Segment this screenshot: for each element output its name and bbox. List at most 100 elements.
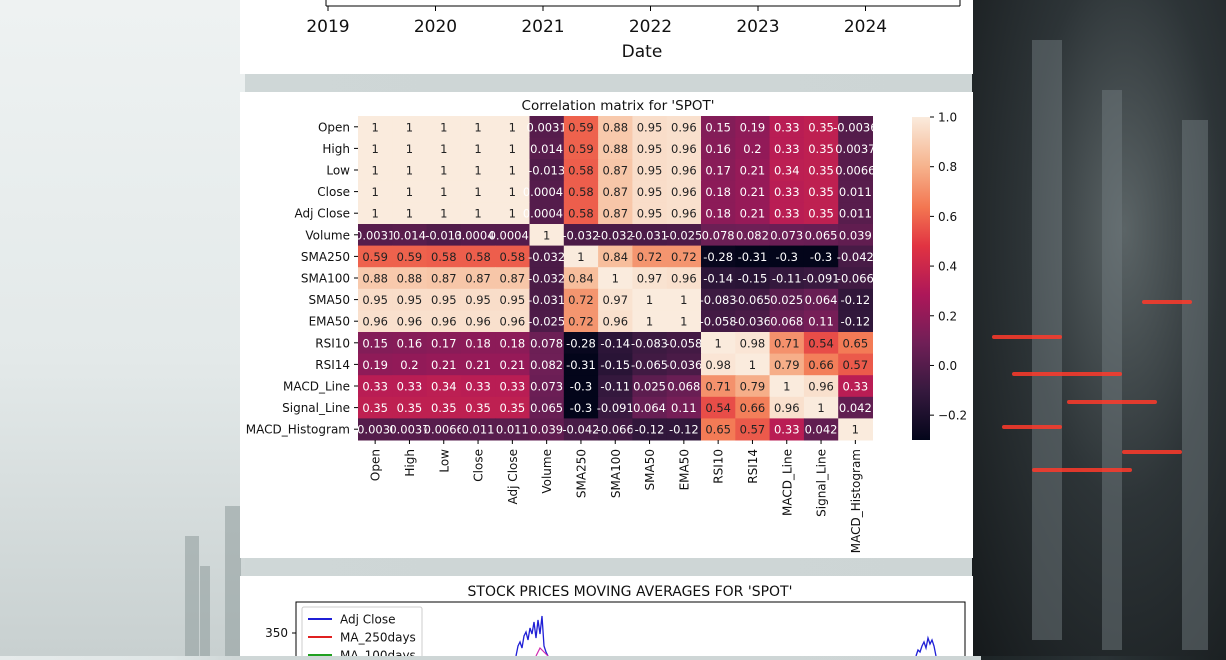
heatmap-cell-value: 0.21 — [465, 358, 491, 372]
heatmap-cell-value: 0.96 — [671, 142, 697, 156]
legend — [301, 606, 423, 660]
heatmap-cell — [803, 267, 839, 290]
heatmap-cell — [392, 418, 428, 441]
heatmap-cell — [769, 224, 805, 247]
background-right — [972, 0, 1226, 656]
heatmap-cell-value: 0.95 — [397, 293, 423, 307]
heatmap-cell-value: 0.00046 — [454, 228, 502, 242]
heatmap-row-label: Volume — [305, 228, 350, 242]
heatmap-cell — [632, 137, 668, 160]
heatmap-column-label: Open — [369, 449, 383, 481]
heatmap-cell — [838, 353, 873, 376]
heatmap-cell — [838, 396, 873, 419]
heatmap-cell — [769, 375, 805, 398]
heatmap-cell — [803, 418, 839, 441]
heatmap-cell — [838, 202, 873, 225]
heatmap-cell-value: 1 — [371, 207, 378, 221]
heatmap-cell — [529, 180, 565, 203]
heatmap-cell-value: -0.3 — [570, 380, 592, 394]
heatmap-cell — [426, 288, 462, 311]
x-tick-label: 2023 — [736, 17, 779, 37]
heatmap-cell — [392, 267, 428, 290]
heatmap-cell — [598, 137, 633, 160]
heatmap-cell — [803, 310, 839, 333]
heatmap-cell-value: 0.16 — [397, 336, 423, 350]
heatmap-cell — [838, 137, 873, 160]
heatmap-cell — [701, 353, 736, 376]
heatmap-cell-value: 0.33 — [362, 380, 388, 394]
heatmap-cell-value: 0.011 — [839, 207, 872, 221]
heatmap-cell-value: 0.35 — [397, 401, 423, 415]
heatmap-cell — [460, 224, 496, 247]
heatmap-column-label: High — [403, 449, 417, 477]
heatmap-cell — [392, 332, 428, 355]
heatmap-cell-value: 0.042 — [839, 401, 872, 415]
heatmap-cell — [460, 396, 496, 419]
heatmap-row-label: EMA50 — [309, 315, 350, 329]
heatmap-cell-value: 1 — [406, 120, 413, 134]
heatmap-cell-value: -0.3 — [776, 250, 798, 264]
heatmap-cell — [598, 180, 633, 203]
heatmap-column-label: MACD_Line — [780, 449, 794, 516]
heatmap-cell — [701, 245, 736, 268]
heatmap-cell-value: 1 — [749, 358, 756, 372]
heatmap-cell-value: 0.96 — [808, 380, 834, 394]
heatmap-cell — [529, 202, 565, 225]
heatmap-cell — [666, 418, 702, 441]
heatmap-cell — [460, 137, 496, 160]
heatmap-cell — [529, 116, 565, 139]
heatmap-cell — [803, 332, 839, 355]
heatmap-cell — [632, 396, 668, 419]
heatmap-cell-value: 0.00046 — [489, 228, 537, 242]
heatmap-cell — [426, 159, 462, 182]
heatmap-cell — [529, 224, 565, 247]
heatmap-cell-value: 0.71 — [774, 336, 800, 350]
heatmap-cell — [495, 267, 530, 290]
heatmap-column-label: Close — [472, 449, 486, 482]
heatmap-cell-value: 0.068 — [770, 315, 803, 329]
heatmap-cell-value: -0.066 — [597, 423, 634, 437]
colorbar-ticks: 1.0 0.8 0.6 0.4 0.2 0.0 −0.2 — [930, 111, 967, 423]
heatmap-cell-value: 0.96 — [431, 315, 457, 329]
heatmap-cell-value: 0.21 — [431, 358, 457, 372]
heatmap-cell — [563, 116, 599, 139]
heatmap-cell — [666, 245, 702, 268]
heatmap-cell-value: 0.33 — [774, 185, 800, 199]
heatmap-cell-value: 0.71 — [705, 380, 731, 394]
heatmap-cell-value: -0.0036 — [833, 120, 877, 134]
heatmap-cell — [529, 245, 565, 268]
heatmap-cell — [563, 202, 599, 225]
heatmap-cell-value: 0.00046 — [523, 207, 571, 221]
heatmap-cell — [838, 224, 873, 247]
heatmap-cell-value: -0.065 — [734, 293, 771, 307]
heatmap-cells: 1 1 1 1 1 0.0031 0.59 0.88 0.95 0.96 0.15 0.19 0.33 0… — [353, 116, 878, 441]
heatmap-cell — [735, 267, 771, 290]
heatmap-cell — [358, 288, 393, 311]
heatmap-cell — [460, 245, 496, 268]
heatmap-cell — [701, 159, 736, 182]
heatmap-cell-value: 1 — [406, 185, 413, 199]
heatmap-cell-value: -0.031 — [631, 228, 668, 242]
heatmap-cell-value: 0.98 — [705, 358, 731, 372]
heatmap-column-label: MACD_Histogram — [849, 449, 863, 553]
date-line-chart-panel: 2019 2020 2021 2022 2023 2024 Date — [240, 0, 973, 74]
heatmap-cell — [666, 375, 702, 398]
heatmap-cell — [460, 418, 496, 441]
heatmap-cell-value: -0.31 — [738, 250, 768, 264]
heatmap-cell-value: 0.014 — [393, 228, 426, 242]
heatmap-cell — [563, 310, 599, 333]
heatmap-cell — [426, 418, 462, 441]
heatmap-cell-value: 0.58 — [500, 250, 526, 264]
heatmap-cell — [838, 288, 873, 311]
heatmap-cell-value: 1 — [577, 250, 584, 264]
moving-averages-title: STOCK PRICES MOVING AVERAGES FOR 'SPOT' — [468, 584, 793, 600]
heatmap-cell — [358, 332, 393, 355]
heatmap-cell — [495, 159, 530, 182]
heatmap-cell — [495, 202, 530, 225]
heatmap-cell — [598, 288, 633, 311]
heatmap-cell-value: 0.72 — [637, 250, 663, 264]
heatmap-cell — [735, 245, 771, 268]
heatmap-cell — [392, 159, 428, 182]
x-tick-label: 2022 — [629, 17, 672, 37]
heatmap-cell-value: 0.96 — [671, 164, 697, 178]
